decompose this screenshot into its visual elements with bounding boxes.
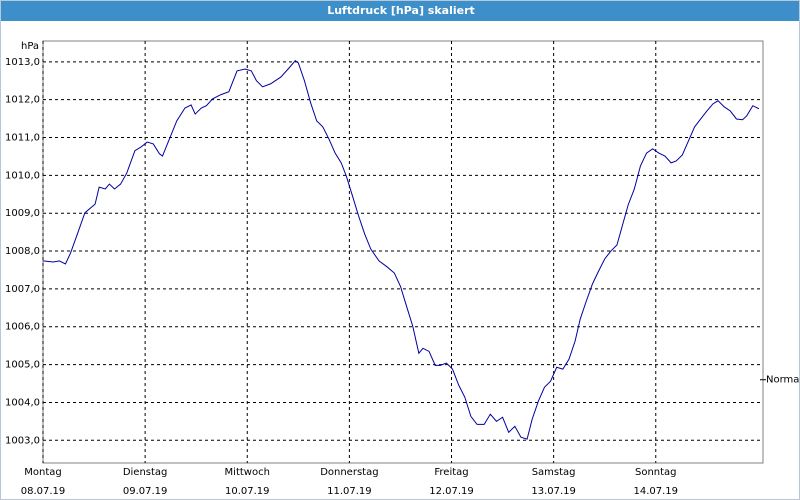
y-tick-label: 1013,0 — [5, 57, 40, 68]
y-tick-label: 1009,0 — [5, 208, 40, 219]
y-tick-label: 1010,0 — [5, 170, 40, 181]
y-tick-label: 1006,0 — [5, 322, 40, 333]
y-tick-label: 1005,0 — [5, 360, 40, 371]
y-tick-label: 1011,0 — [5, 133, 40, 144]
reference-label: Normal — [766, 375, 800, 386]
x-tick-label: Samstag 13.07.19 — [531, 467, 576, 497]
x-tick-label: Mittwoch 10.07.19 — [224, 467, 270, 497]
line — [42, 60, 760, 440]
x-tick-label: Montag 08.07.19 — [20, 467, 66, 497]
y-tick-label: 1012,0 — [5, 95, 40, 106]
x-tick-label: Freitag 12.07.19 — [429, 467, 474, 497]
y-tick-label: 1004,0 — [5, 397, 40, 408]
x-tick-label: Dienstag 09.07.19 — [122, 467, 168, 497]
x-tick-label: Sonntag 14.07.19 — [633, 467, 679, 497]
y-tick-label: 1003,0 — [5, 435, 40, 446]
y-axis-label: hPa — [21, 41, 39, 52]
x-tick-label: Donnerstag 11.07.19 — [320, 467, 379, 497]
plot-area — [42, 40, 764, 464]
y-tick-label: 1007,0 — [5, 284, 40, 295]
y-tick-label: 1008,0 — [5, 246, 40, 257]
chart-title: Luftdruck [hPa] skaliert — [1, 1, 799, 21]
